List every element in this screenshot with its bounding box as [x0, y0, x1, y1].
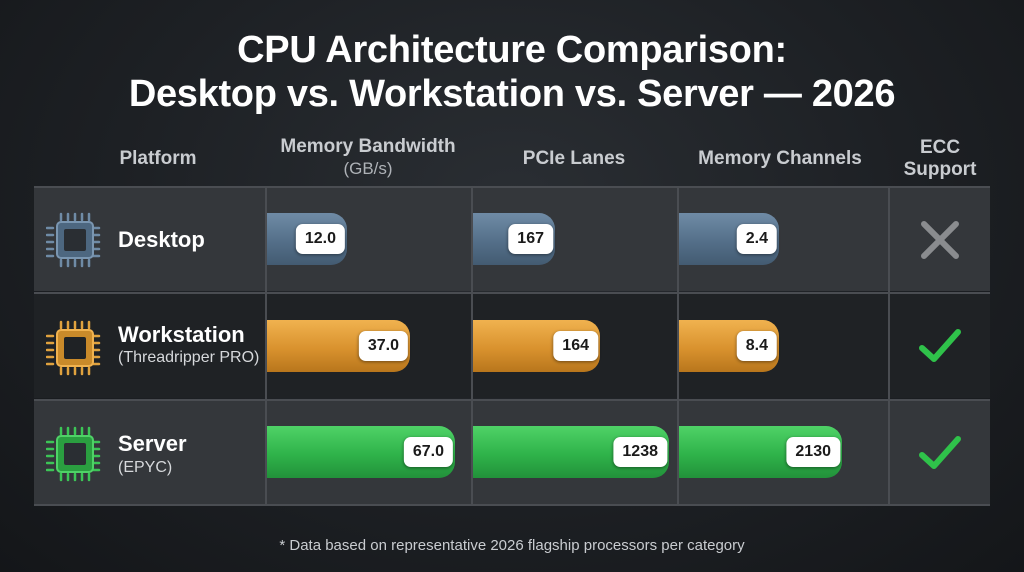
column-divider	[265, 187, 267, 504]
row-divider	[34, 399, 990, 401]
platform-name-desktop: Desktop	[118, 227, 205, 252]
data-label-desktop-memory_channels: 2.4	[736, 224, 777, 254]
data-label-desktop-pcie_lanes: 167	[508, 224, 553, 254]
data-label-desktop-memory_bandwidth: 12.0	[295, 224, 345, 254]
data-label-server-pcie_lanes: 1238	[613, 437, 667, 467]
ecc-check-icon-workstation	[919, 329, 961, 362]
chart-title-line-1: CPU Architecture Comparison:	[237, 29, 787, 71]
cpu-chip-icon-server	[46, 426, 101, 482]
header-ecc-line-1: ECC	[919, 137, 961, 158]
platform-subtitle-server: (EPYC)	[118, 459, 173, 476]
cpu-chip-icon-workstation	[46, 320, 101, 376]
ecc-cross-icon-desktop	[921, 221, 959, 259]
header-memory-bandwidth-label: Memory Bandwidth	[280, 136, 456, 157]
row-divider	[34, 186, 990, 188]
cpu-chip-icon-desktop	[46, 212, 101, 268]
header-memory-bandwidth: Memory Bandwidth (GB/s)	[266, 136, 470, 180]
column-divider	[677, 187, 679, 504]
platform-name-server: Server	[118, 431, 187, 456]
ecc-check-icon-server	[919, 436, 961, 469]
column-divider	[888, 187, 890, 504]
row-divider	[34, 504, 990, 506]
data-label-server-memory_channels: 2130	[786, 437, 840, 467]
header-platform: Platform	[119, 148, 197, 169]
header-memory-bandwidth-unit: (GB/s)	[343, 159, 393, 178]
row-divider	[34, 292, 990, 294]
platform-name-workstation: Workstation	[118, 322, 245, 347]
data-label-workstation-pcie_lanes: 164	[553, 331, 598, 361]
header-pcie-lanes: PCIe Lanes	[522, 148, 626, 169]
data-label-workstation-memory_bandwidth: 37.0	[358, 331, 408, 361]
platform-subtitle-workstation: (Threadripper PRO)	[118, 349, 260, 366]
header-ecc-line-2: Support	[903, 159, 977, 180]
data-label-workstation-memory_channels: 8.4	[736, 331, 777, 361]
data-label-server-memory_bandwidth: 67.0	[403, 437, 453, 467]
chart-title-line-2: Desktop vs. Workstation vs. Server — 202…	[128, 73, 896, 115]
footnote: * Data based on representative 2026 flag…	[279, 537, 745, 554]
header-ecc-support: ECC Support	[890, 137, 990, 181]
header-memory-channels: Memory Channels	[698, 148, 862, 169]
column-divider	[471, 187, 473, 504]
